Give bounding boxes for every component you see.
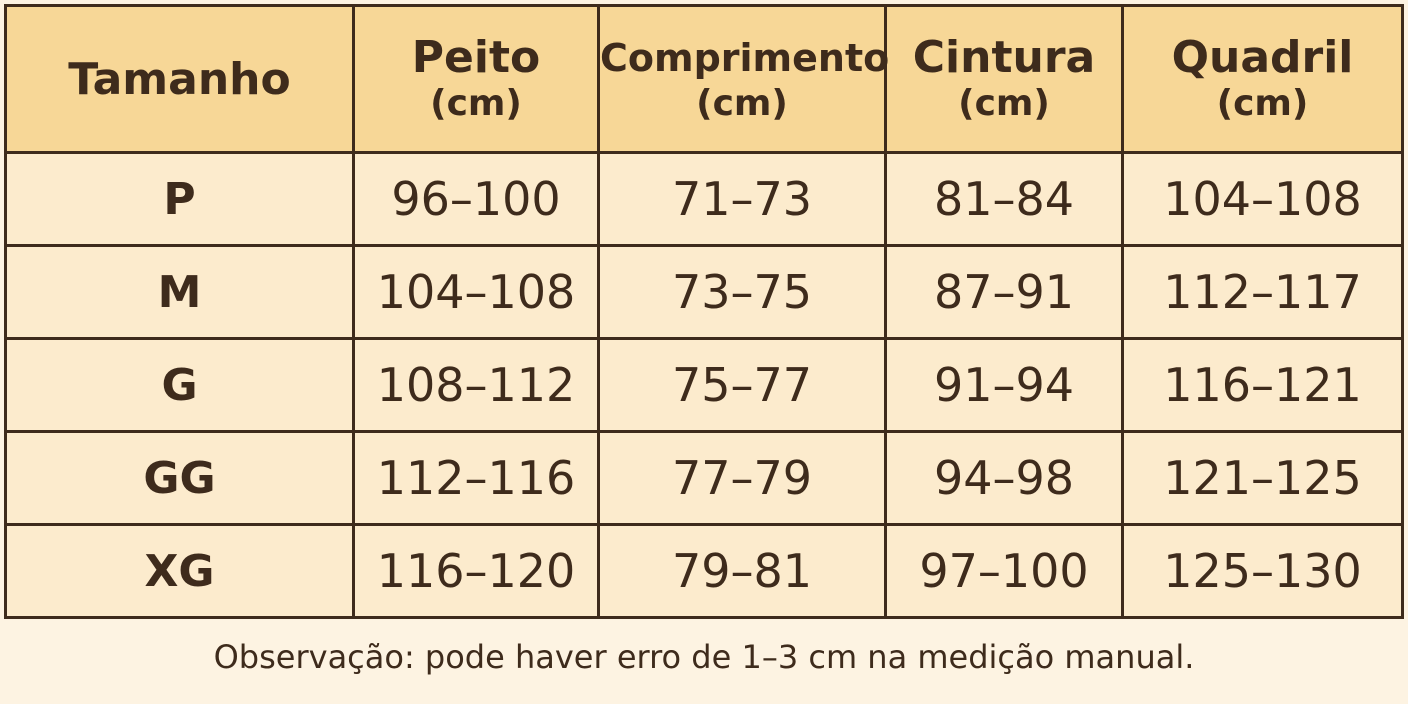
header-unit: (cm) [958,83,1050,124]
header-label: Quadril [1171,32,1354,83]
comprimento-cell: 79–81 [597,523,887,619]
header-unit: (cm) [696,83,788,124]
size-cell: M [4,244,355,340]
size-cell: P [4,151,355,247]
peito-cell: 108–112 [352,337,600,433]
size-cell: GG [4,430,355,526]
header-label: Peito [411,32,541,83]
header-unit: (cm) [430,83,522,124]
size-cell: G [4,337,355,433]
header-label: Comprimento [600,36,890,80]
peito-cell: 116–120 [352,523,600,619]
header-tamanho: Tamanho [4,4,355,154]
cintura-cell: 87–91 [884,244,1124,340]
quadril-cell: 112–117 [1121,244,1404,340]
table-row: G 108–112 75–77 91–94 116–121 [4,337,1404,433]
quadril-cell: 104–108 [1121,151,1404,247]
quadril-cell: 121–125 [1121,430,1404,526]
comprimento-cell: 71–73 [597,151,887,247]
measurement-note: Observação: pode haver erro de 1–3 cm na… [213,638,1195,676]
size-cell: XG [4,523,355,619]
table-row: GG 112–116 77–79 94–98 121–125 [4,430,1404,526]
header-peito: Peito (cm) [352,4,600,154]
cintura-cell: 94–98 [884,430,1124,526]
cintura-cell: 91–94 [884,337,1124,433]
cintura-cell: 97–100 [884,523,1124,619]
quadril-cell: 116–121 [1121,337,1404,433]
header-label: Cintura [912,32,1096,83]
table-row: M 104–108 73–75 87–91 112–117 [4,244,1404,340]
peito-cell: 104–108 [352,244,600,340]
table-row: XG 116–120 79–81 97–100 125–130 [4,523,1404,619]
comprimento-cell: 77–79 [597,430,887,526]
peito-cell: 112–116 [352,430,600,526]
header-comprimento: Comprimento (cm) [597,4,890,154]
size-table: Tamanho Peito (cm) Comprimento (cm) Cint… [4,4,1404,619]
header-cintura: Cintura (cm) [884,4,1124,154]
header-unit: (cm) [1216,83,1309,124]
comprimento-cell: 73–75 [597,244,887,340]
comprimento-cell: 75–77 [597,337,887,433]
cintura-cell: 81–84 [884,151,1124,247]
table-row: P 96–100 71–73 81–84 104–108 [4,151,1404,247]
header-label: Tamanho [68,53,291,105]
peito-cell: 96–100 [352,151,600,247]
header-row: Tamanho Peito (cm) Comprimento (cm) Cint… [4,4,1404,154]
quadril-cell: 125–130 [1121,523,1404,619]
header-quadril: Quadril (cm) [1121,4,1404,154]
